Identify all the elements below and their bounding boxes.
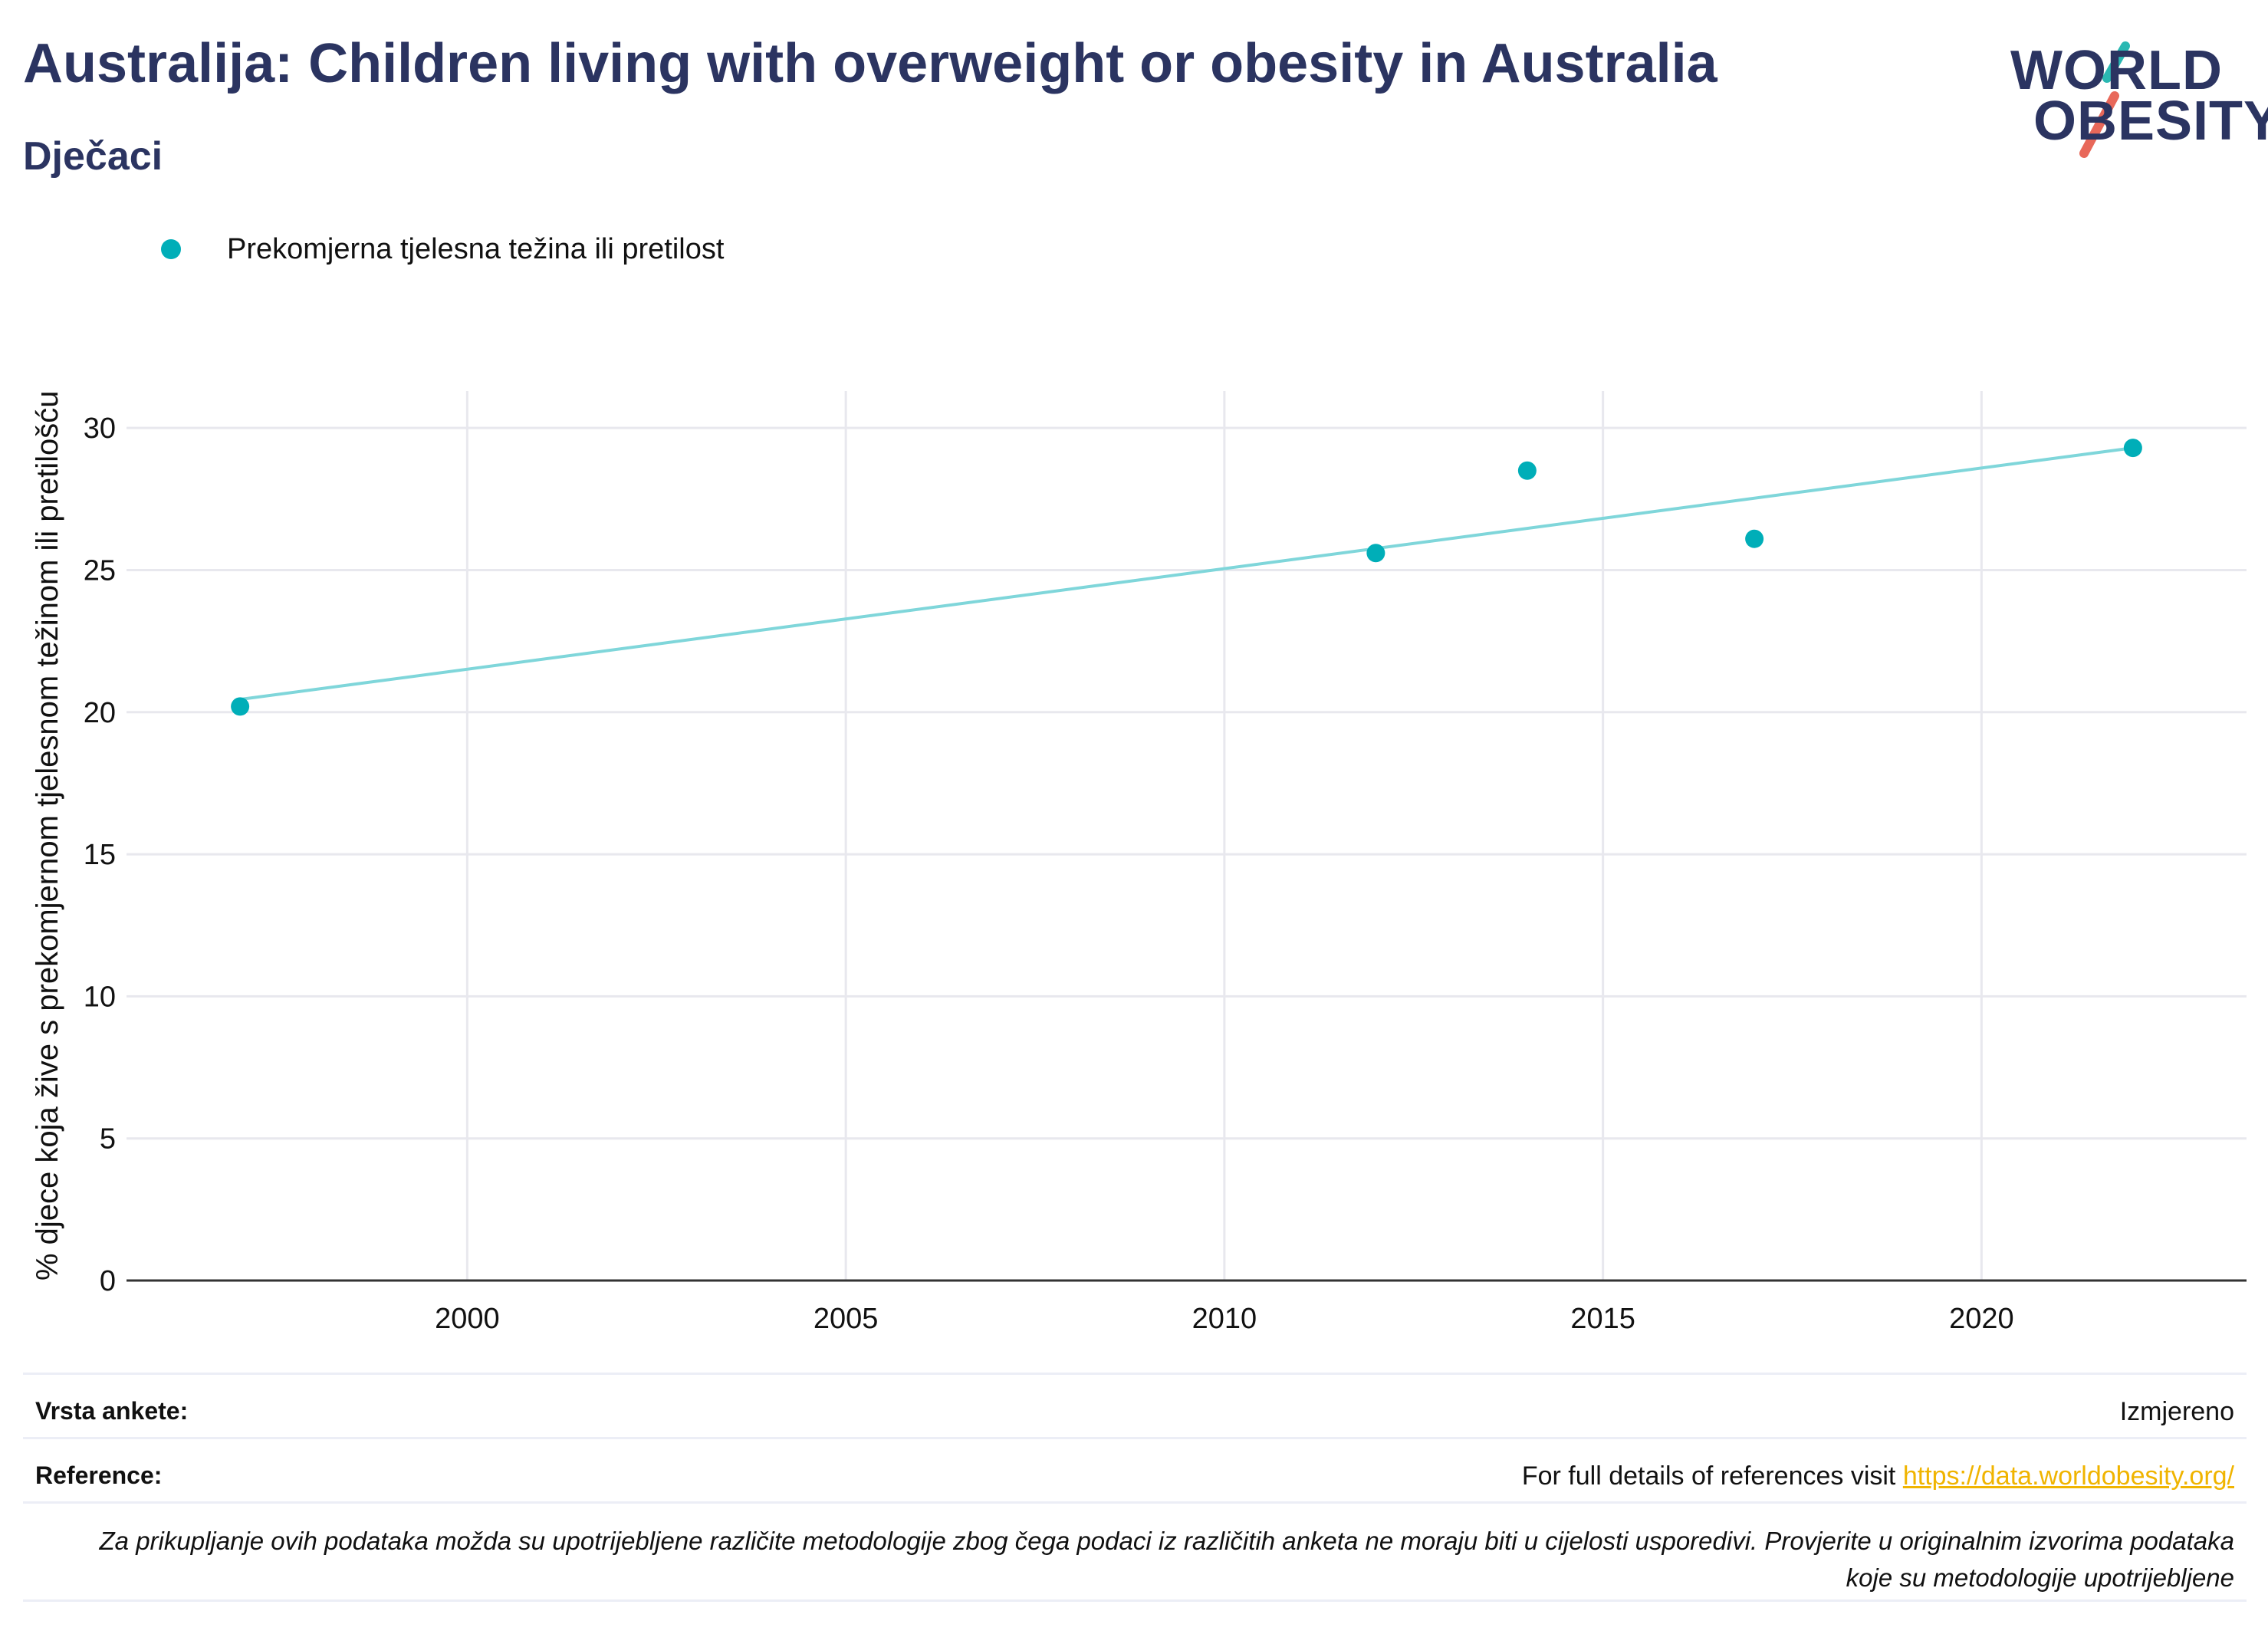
legend-marker xyxy=(161,239,181,259)
x-tick-label: 2005 xyxy=(814,1303,879,1335)
data-point xyxy=(231,697,250,716)
world-obesity-logo: WORLD OBESITY xyxy=(2001,23,2268,161)
reference-value: For full details of references visit htt… xyxy=(1522,1461,2234,1491)
grid-layer xyxy=(127,391,2247,1281)
axis-layer: 0 5 10 15 20 25 30 2000 2005 2010 2015 2020 xyxy=(84,413,2247,1335)
logo-slash-icon xyxy=(2079,41,2130,158)
scatter-chart: 0 5 10 15 20 25 30 2000 2005 2010 2015 2020 xyxy=(84,391,2247,1335)
methodology-note: Za prikupljanje ovih podataka možda su u… xyxy=(99,1527,2234,1592)
chart-legend[interactable]: Prekomjerna tjelesna težina ili pretilos… xyxy=(161,230,724,268)
x-tick-label: 2015 xyxy=(1570,1303,1635,1335)
logo-word-2: OBESITY xyxy=(2033,90,2268,152)
x-tick-label: 2010 xyxy=(1192,1303,1257,1335)
page-subtitle: Dječaci xyxy=(23,134,163,179)
x-tick-label: 2020 xyxy=(1949,1303,2014,1335)
x-tick-label: 2000 xyxy=(435,1303,500,1335)
data-point xyxy=(1517,461,1537,480)
y-tick-label: 25 xyxy=(84,554,116,587)
reference-text: For full details of references visit xyxy=(1521,1461,1896,1491)
survey-type-value: Izmjereno xyxy=(2119,1397,2234,1426)
points-layer xyxy=(231,439,2142,716)
divider xyxy=(23,1599,2247,1602)
reference-link[interactable]: https://data.worldobesity.org/ xyxy=(1902,1461,2234,1491)
trend-layer xyxy=(239,446,2134,702)
data-point xyxy=(1745,529,1764,548)
y-tick-label: 0 xyxy=(100,1265,116,1297)
y-tick-label: 15 xyxy=(84,839,116,871)
reference-label: Reference: xyxy=(35,1461,163,1489)
y-tick-label: 30 xyxy=(84,413,116,445)
legend-label: Prekomjerna tjelesna težina ili pretilos… xyxy=(227,232,725,265)
data-point xyxy=(2123,439,2142,458)
data-point xyxy=(1366,544,1385,563)
trend-line xyxy=(239,446,2134,702)
y-tick-label: 20 xyxy=(84,697,116,729)
divider xyxy=(23,1501,2247,1504)
divider xyxy=(23,1373,2247,1375)
page-title: Australija: Children living with overwei… xyxy=(23,33,1717,94)
y-tick-label: 5 xyxy=(100,1123,116,1156)
y-axis-label: % djece koja žive s prekomjernom tjelesn… xyxy=(31,390,64,1281)
y-tick-label: 10 xyxy=(84,981,116,1013)
logo-word-1: WORLD xyxy=(2010,40,2223,101)
survey-type-label: Vrsta ankete: xyxy=(35,1397,189,1425)
divider xyxy=(23,1437,2247,1439)
